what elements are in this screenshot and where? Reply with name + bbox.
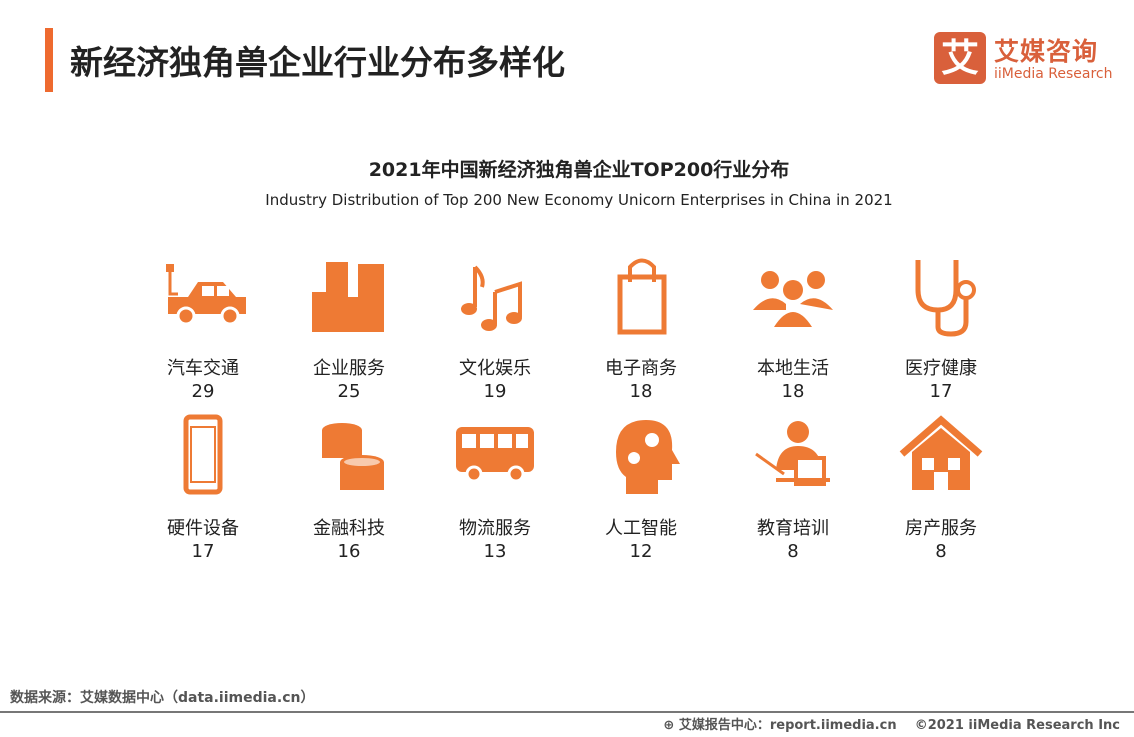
industry-item: 教育培训 8 [723,412,863,563]
industry-count: 29 [191,381,215,402]
industry-item: 本地生活 18 [723,252,863,403]
industry-item: 文化娱乐 19 [425,252,565,403]
industry-label: 文化娱乐 [459,358,531,379]
industry-count: 17 [191,541,215,562]
footer-text: ⊕ 艾媒报告中心：report.iimedia.cn ©2021 iiMedia… [663,714,1120,733]
teacher-icon [755,421,830,486]
shopping-bag-icon [617,258,667,335]
industry-item: 人工智能 12 [571,412,711,563]
car-icon [166,264,246,326]
industry-count: 8 [787,541,799,562]
industry-count: 18 [781,381,805,402]
industry-label: 企业服务 [313,358,385,379]
copyright: ©2021 iiMedia Research Inc [914,718,1120,733]
industry-item: 物流服务 13 [425,412,565,563]
industry-count: 13 [483,541,507,562]
industry-label: 本地生活 [757,358,829,379]
industry-item: 汽车交通 29 [133,252,273,403]
report-link[interactable]: 艾媒报告中心：report.iimedia.cn [678,718,897,733]
industry-label: 汽车交通 [167,358,239,379]
industry-count: 19 [483,381,507,402]
industry-count: 12 [629,541,653,562]
buildings-icon [312,262,384,332]
industry-count: 17 [929,381,953,402]
footer-divider [0,711,1134,713]
data-source: 数据来源：艾媒数据中心（data.iimedia.cn） [10,690,315,706]
title-accent-bar [45,28,53,92]
industry-item: 医疗健康 17 [871,252,1011,403]
globe-icon: ⊕ [663,718,675,733]
industry-label: 房产服务 [905,518,977,539]
bus-icon [456,427,534,483]
industry-label: 电子商务 [605,358,677,379]
industry-label: 硬件设备 [167,518,239,539]
industry-label: 金融科技 [313,518,385,539]
people-icon [753,271,833,327]
industry-item: 电子商务 18 [571,252,711,403]
logo-cn: 艾媒咨询 [994,37,1099,66]
page-title: 新经济独角兽企业行业分布多样化 [70,43,565,82]
industry-label: 医疗健康 [905,358,977,379]
industry-item: 房产服务 8 [871,412,1011,563]
industry-item: 金融科技 16 [279,412,419,563]
music-icon [461,265,522,331]
chart-title: 2021年中国新经济独角兽企业TOP200行业分布 [368,159,790,181]
stethoscope-icon [915,260,976,337]
logo-en: iiMedia Research [994,66,1113,82]
phone-icon [183,414,223,495]
industry-label: 物流服务 [459,518,531,539]
industry-count: 16 [337,541,361,562]
brain-gears-icon [616,420,680,494]
logo-mark: 艾 [934,32,986,84]
industry-label: 人工智能 [605,518,677,539]
house-icon [899,415,983,490]
chart-subtitle: Industry Distribution of Top 200 New Eco… [265,191,893,209]
industry-count: 18 [629,381,653,402]
industry-count: 8 [935,541,947,562]
industry-item: 硬件设备 17 [133,412,273,563]
industry-label: 教育培训 [757,518,829,539]
industry-count: 25 [337,381,361,402]
coins-icon [322,423,384,490]
industry-item: 企业服务 25 [279,252,419,403]
